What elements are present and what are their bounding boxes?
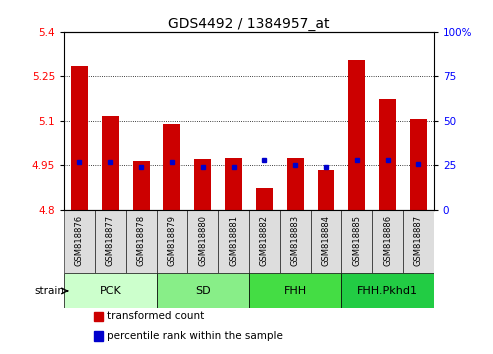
Text: FHH.Pkhd1: FHH.Pkhd1 (357, 286, 418, 296)
Bar (249, 210, 280, 273)
Bar (256, 188, 273, 210)
Text: GSM818883: GSM818883 (291, 215, 300, 266)
Bar (126, 210, 157, 273)
Text: percentile rank within the sample: percentile rank within the sample (106, 331, 282, 341)
Text: strain: strain (35, 286, 65, 296)
Bar (341, 210, 372, 273)
Bar (311, 210, 341, 273)
Text: FHH: FHH (283, 286, 307, 296)
Bar (157, 273, 249, 308)
Bar (287, 158, 304, 210)
Title: GDS4492 / 1384957_at: GDS4492 / 1384957_at (168, 17, 330, 31)
Text: GSM818879: GSM818879 (168, 215, 176, 266)
Bar (64, 210, 95, 273)
Bar (102, 116, 119, 210)
Text: SD: SD (195, 286, 211, 296)
Text: GSM818878: GSM818878 (137, 215, 145, 266)
Text: GSM818886: GSM818886 (383, 215, 392, 266)
Text: GSM818877: GSM818877 (106, 215, 115, 266)
Bar (164, 124, 180, 210)
Text: transformed count: transformed count (106, 312, 204, 321)
Bar (194, 159, 211, 210)
Bar (280, 210, 311, 273)
Bar (249, 273, 341, 308)
Bar (71, 66, 88, 210)
Bar (403, 210, 434, 273)
Bar (94, 331, 103, 341)
Bar (133, 161, 149, 210)
Text: GSM818880: GSM818880 (198, 215, 207, 266)
Bar (372, 210, 403, 273)
Bar (410, 119, 427, 210)
Bar (95, 210, 126, 273)
Bar (225, 158, 242, 210)
Text: GSM818887: GSM818887 (414, 215, 423, 266)
Bar (218, 210, 249, 273)
Text: GSM818884: GSM818884 (321, 215, 330, 266)
Bar (94, 312, 103, 321)
Bar (64, 273, 157, 308)
Bar (187, 210, 218, 273)
Text: GSM818876: GSM818876 (75, 215, 84, 266)
Text: GSM818881: GSM818881 (229, 215, 238, 266)
Bar (157, 210, 187, 273)
Bar (379, 99, 396, 210)
Text: GSM818885: GSM818885 (352, 215, 361, 266)
Bar (317, 170, 334, 210)
Bar (349, 60, 365, 210)
Bar (341, 273, 434, 308)
Text: PCK: PCK (100, 286, 121, 296)
Text: GSM818882: GSM818882 (260, 215, 269, 266)
